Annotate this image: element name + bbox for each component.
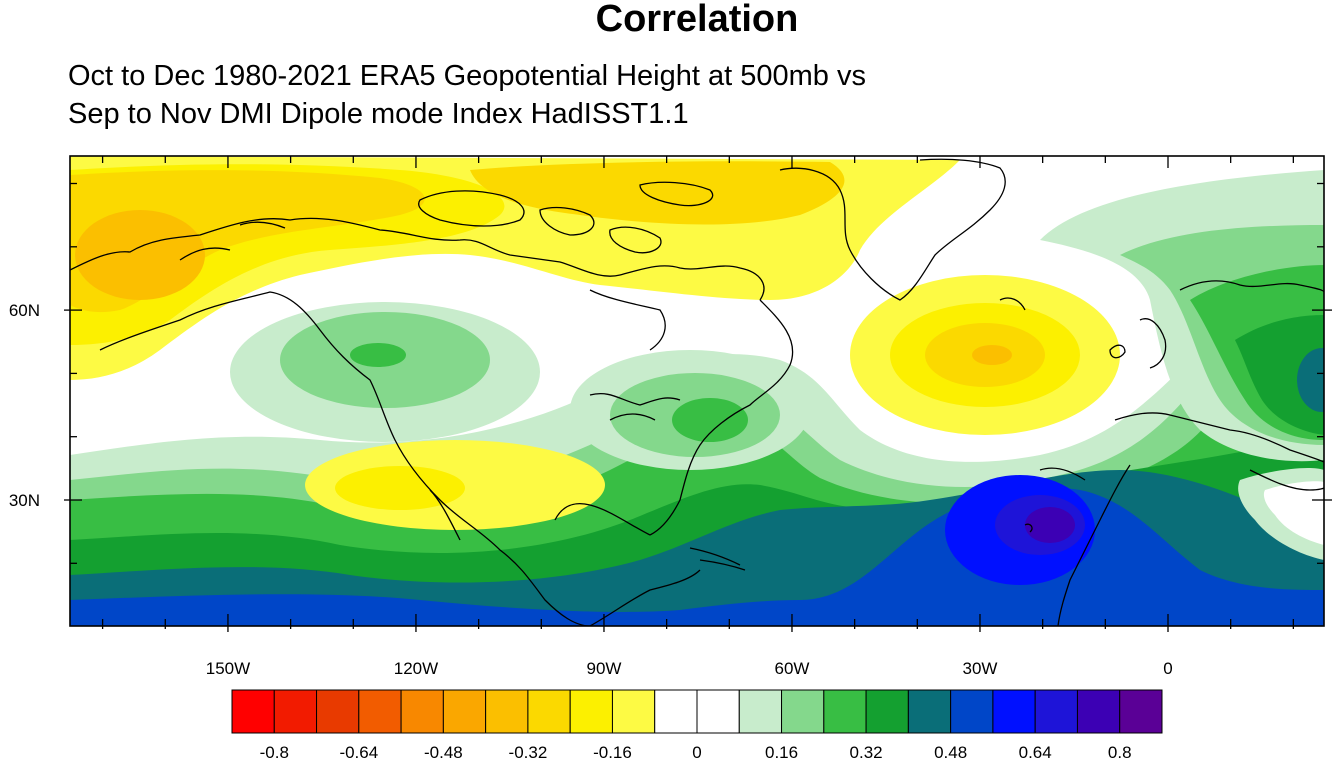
positive-europe-4 (1235, 315, 1324, 435)
lon-tick-label: 0 (1163, 659, 1172, 678)
lon-tick-label: 60W (774, 659, 809, 678)
colorbar-swatch (865, 689, 909, 734)
plot-title: Correlation (595, 0, 799, 40)
colorbar-label: -0.8 (260, 743, 289, 762)
lon-tick-label: 150W (206, 659, 250, 678)
negative-southwest-us-2 (335, 466, 465, 510)
colorbar-swatch (358, 689, 402, 734)
colorbar-swatch (654, 689, 698, 734)
colorbar-label: -0.64 (339, 743, 378, 762)
negative-core-alaska-3 (75, 210, 205, 300)
colorbar-label: -0.32 (509, 743, 548, 762)
colorbar-swatch (316, 689, 360, 734)
plot-subtitle-line-1: Oct to Dec 1980-2021 ERA5 Geopotential H… (68, 60, 866, 92)
colorbar-swatch (950, 689, 994, 734)
colorbar-label: 0.64 (1019, 743, 1052, 762)
colorbar-swatch (569, 689, 613, 734)
map-frame (69, 155, 1325, 627)
positive-europe-5 (1297, 348, 1324, 412)
positive-core-atlantic-3 (1025, 507, 1075, 543)
zero-pocket-africa-2 (1263, 481, 1324, 545)
colorbar-swatch (781, 689, 825, 734)
colorbar-label: 0.8 (1108, 743, 1132, 762)
axis-ticks (64, 156, 1332, 632)
colorbar-swatch (527, 689, 571, 734)
colorbar-swatch (400, 689, 444, 734)
colorbar-swatch (738, 689, 783, 734)
colorbar (231, 689, 1163, 734)
positive-pacific-3 (350, 343, 406, 367)
negative-band-canada (470, 161, 845, 225)
plot-subtitle-line-2: Sep to Nov DMI Dipole mode Index HadISST… (68, 98, 689, 130)
colorbar-label: 0 (692, 743, 701, 762)
lat-tick-label: 30N (9, 491, 40, 510)
colorbar-swatch (992, 689, 1036, 734)
colorbar-label: -0.16 (593, 743, 632, 762)
lat-tick-label: 60N (9, 301, 40, 320)
coastlines (70, 158, 1324, 626)
colorbar-swatch (231, 689, 275, 734)
colorbar-label: -0.48 (424, 743, 463, 762)
lon-tick-label: 120W (394, 659, 438, 678)
colorbar-label: 0.32 (850, 743, 883, 762)
correlation-field (70, 156, 1324, 626)
lon-tick-label: 30W (963, 659, 998, 678)
colorbar-swatch (1076, 689, 1121, 734)
colorbar-label: 0.16 (765, 743, 798, 762)
lon-tick-label: 90W (586, 659, 621, 678)
colorbar-swatch (1034, 689, 1078, 734)
negative-atlantic-4 (972, 345, 1012, 365)
colorbar-label: 0.48 (934, 743, 967, 762)
axis-tick-labels: 150W 120W 90W 60W 30W 0 60N 30N (9, 301, 1173, 678)
colorbar-swatch (273, 689, 318, 734)
colorbar-swatch (442, 689, 487, 734)
colorbar-swatch (611, 689, 656, 734)
colorbar-swatch (823, 689, 867, 734)
colorbar-swatch (485, 689, 529, 734)
positive-east-us-3 (672, 398, 748, 442)
colorbar-swatch (696, 689, 740, 734)
colorbar-swatch (1119, 689, 1163, 734)
colorbar-labels: -0.8 -0.64 -0.48 -0.32 -0.16 0 0.16 0.32 0.48 0.6… (260, 743, 1132, 762)
colorbar-swatch (907, 689, 952, 734)
